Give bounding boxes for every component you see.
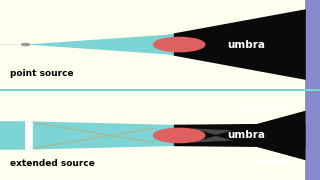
- Polygon shape: [0, 45, 306, 89]
- Polygon shape: [0, 0, 306, 45]
- Circle shape: [154, 37, 205, 52]
- Bar: [174, 0, 306, 89]
- Polygon shape: [197, 31, 306, 58]
- Circle shape: [154, 128, 205, 143]
- Bar: [306, 91, 320, 180]
- Polygon shape: [0, 146, 306, 180]
- Polygon shape: [192, 111, 306, 143]
- Polygon shape: [192, 128, 306, 160]
- Bar: [174, 91, 306, 180]
- Bar: [306, 0, 320, 89]
- Polygon shape: [0, 91, 306, 125]
- Bar: [25, 121, 32, 150]
- Text: extended source: extended source: [10, 159, 94, 168]
- Text: penumbra: penumbra: [247, 156, 291, 165]
- Text: penumbra: penumbra: [247, 104, 291, 113]
- Text: point source: point source: [10, 69, 73, 78]
- Text: umbra: umbra: [228, 40, 265, 50]
- Polygon shape: [195, 111, 306, 160]
- Text: umbra: umbra: [228, 130, 265, 140]
- Ellipse shape: [22, 43, 30, 46]
